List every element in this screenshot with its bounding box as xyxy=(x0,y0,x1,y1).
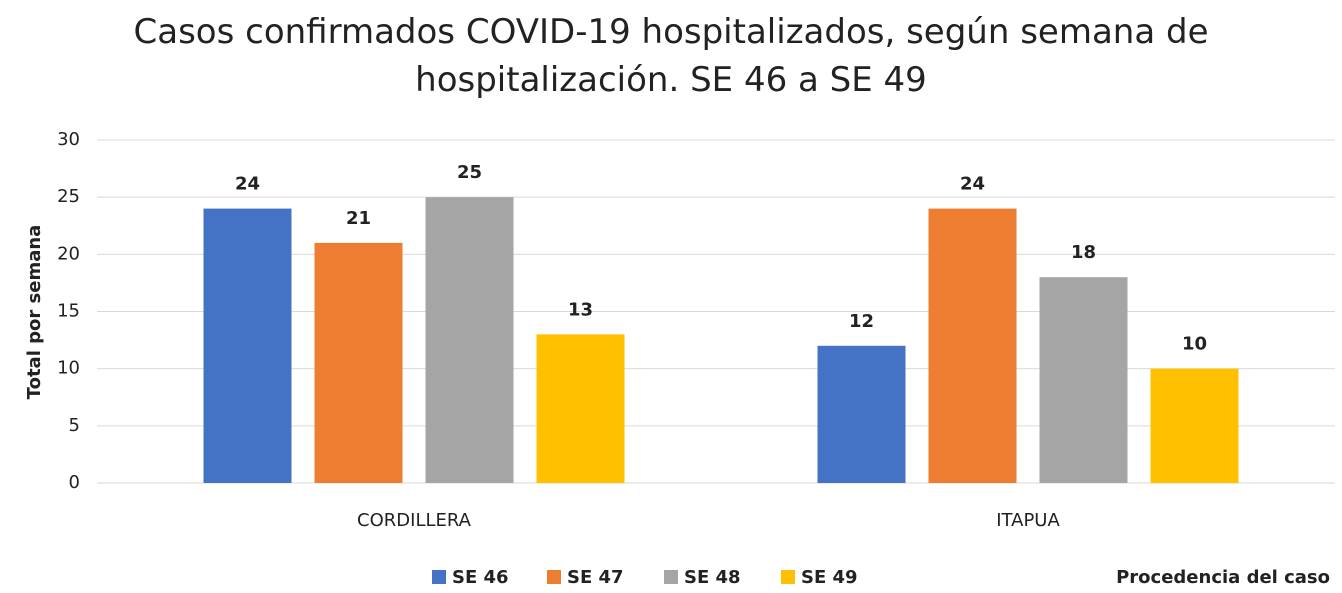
x-tick-label: ITAPUA xyxy=(996,510,1060,531)
legend-swatch xyxy=(432,570,446,584)
bar xyxy=(817,345,906,483)
legend-label: SE 46 xyxy=(452,567,509,588)
x-tick-label: CORDILLERA xyxy=(357,510,472,531)
data-label: 24 xyxy=(960,174,985,195)
bar xyxy=(536,334,625,483)
bar xyxy=(1150,368,1239,483)
data-label: 10 xyxy=(1182,334,1207,355)
legend-label: SE 48 xyxy=(684,567,741,588)
x-axis-title: Procedencia del caso xyxy=(1116,567,1330,588)
y-tick-label: 10 xyxy=(57,358,80,379)
chart-title: Casos confirmados COVID-19 hospitalizado… xyxy=(133,12,1209,100)
legend-swatch xyxy=(547,570,561,584)
data-label: 12 xyxy=(849,311,874,332)
bar xyxy=(425,197,514,483)
bar xyxy=(1039,277,1128,483)
legend-swatch xyxy=(781,570,795,584)
bar xyxy=(928,208,1017,483)
y-tick-label: 0 xyxy=(69,472,80,493)
bar xyxy=(203,208,292,483)
data-label: 24 xyxy=(235,174,260,195)
y-tick-label: 20 xyxy=(57,243,80,264)
legend-label: SE 49 xyxy=(801,567,858,588)
legend-label: SE 47 xyxy=(567,567,624,588)
y-axis-title: Total por semana xyxy=(24,225,45,400)
data-label: 13 xyxy=(568,299,593,320)
data-label: 21 xyxy=(346,208,371,229)
y-tick-label: 15 xyxy=(57,301,80,322)
bar xyxy=(314,242,403,483)
y-tick-label: 25 xyxy=(57,186,80,207)
y-tick-label: 30 xyxy=(57,129,80,150)
data-label: 25 xyxy=(457,162,482,183)
legend-swatch xyxy=(664,570,678,584)
data-label: 18 xyxy=(1071,242,1096,263)
y-tick-label: 5 xyxy=(69,415,80,436)
